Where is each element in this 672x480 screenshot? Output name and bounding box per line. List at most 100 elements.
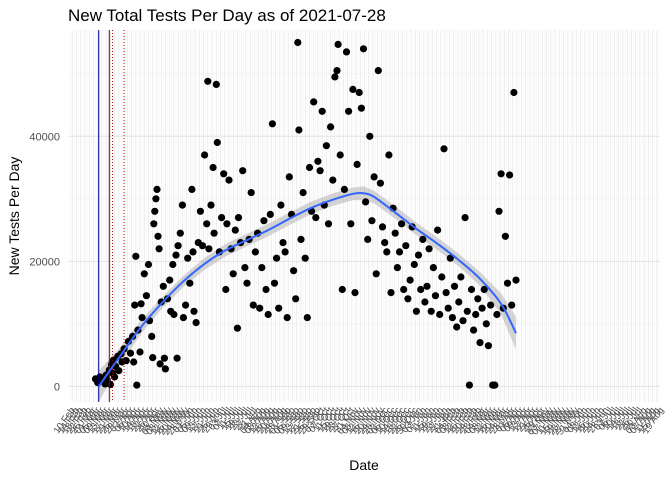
- data-point: [450, 282, 459, 290]
- data-point: [279, 239, 287, 247]
- data-point: [438, 273, 446, 281]
- data-point: [340, 185, 348, 193]
- data-point: [281, 248, 289, 256]
- data-point: [268, 120, 276, 128]
- data-point: [370, 173, 378, 181]
- data-point: [501, 232, 509, 240]
- data-point: [467, 285, 476, 294]
- data-point: [334, 40, 342, 49]
- data-point: [142, 292, 150, 300]
- data-point: [152, 195, 160, 203]
- y-tick-label: 40000: [29, 131, 60, 143]
- data-point: [294, 38, 302, 47]
- data-point: [414, 251, 423, 259]
- data-point: [201, 151, 209, 159]
- data-point: [234, 214, 243, 222]
- data-point: [151, 207, 159, 215]
- data-point: [189, 248, 197, 256]
- data-point: [182, 301, 190, 309]
- y-tick-label: 0: [54, 381, 60, 393]
- data-point: [378, 223, 387, 231]
- data-point: [161, 365, 169, 373]
- data-point: [364, 235, 372, 243]
- data-point: [312, 214, 320, 222]
- data-point: [421, 298, 429, 306]
- data-point: [487, 301, 495, 309]
- data-point: [318, 107, 326, 115]
- data-point: [431, 292, 440, 300]
- data-point: [347, 220, 355, 228]
- data-point: [495, 207, 503, 215]
- data-point: [353, 160, 361, 168]
- data-point: [188, 185, 196, 193]
- data-point: [247, 189, 255, 197]
- data-point: [144, 260, 153, 269]
- data-point: [434, 226, 442, 234]
- data-point: [207, 201, 215, 209]
- data-point: [400, 285, 408, 294]
- data-point: [273, 254, 281, 262]
- data-point: [233, 324, 241, 332]
- smooth-line-layer: [97, 191, 517, 387]
- data-point: [391, 229, 399, 237]
- data-point: [126, 349, 135, 357]
- data-point: [383, 248, 391, 256]
- data-point: [196, 207, 204, 215]
- data-point: [338, 285, 346, 294]
- data-point: [404, 295, 412, 303]
- data-point: [465, 381, 473, 389]
- data-point: [395, 248, 404, 256]
- data-point: [470, 326, 478, 334]
- data-point: [362, 198, 370, 206]
- data-point: [133, 381, 141, 389]
- data-point: [425, 245, 433, 253]
- data-point: [417, 285, 425, 294]
- data-point: [297, 235, 305, 243]
- data-point: [299, 189, 307, 197]
- data-point: [169, 260, 177, 269]
- data-point: [463, 307, 471, 315]
- data-point: [427, 307, 435, 315]
- y-axis: 0 20000 40000: [29, 131, 60, 393]
- data-point: [327, 123, 335, 131]
- data-point: [270, 279, 279, 287]
- data-point: [205, 245, 213, 253]
- data-point: [493, 310, 501, 319]
- data-point: [223, 220, 231, 228]
- data-point: [448, 314, 456, 322]
- data-point: [333, 67, 341, 75]
- data-point: [258, 264, 266, 272]
- data-point: [453, 323, 461, 331]
- data-point: [508, 301, 516, 309]
- data-point: [402, 242, 410, 250]
- data-point: [478, 304, 486, 312]
- data-point: [440, 145, 448, 153]
- data-point: [406, 276, 414, 284]
- data-point: [355, 88, 363, 97]
- data-point: [260, 217, 268, 225]
- grid: [68, 30, 660, 402]
- data-point: [410, 260, 418, 269]
- data-point: [381, 239, 389, 247]
- data-point: [131, 301, 139, 309]
- data-point: [106, 380, 114, 389]
- data-point: [322, 142, 330, 150]
- data-point: [115, 367, 123, 375]
- data-point: [172, 251, 180, 259]
- data-point: [212, 80, 220, 88]
- data-point: [157, 298, 165, 306]
- data-point: [122, 357, 130, 365]
- data-point: [457, 273, 465, 281]
- data-point: [305, 163, 314, 172]
- data-point: [174, 242, 182, 250]
- data-point: [372, 270, 380, 278]
- data-point: [256, 304, 264, 312]
- data-point: [459, 317, 467, 325]
- data-point: [179, 314, 187, 322]
- data-point: [163, 295, 172, 303]
- data-point: [150, 220, 158, 228]
- data-point: [491, 381, 499, 389]
- data-point: [184, 254, 192, 262]
- data-point: [283, 314, 291, 322]
- data-point: [303, 314, 311, 322]
